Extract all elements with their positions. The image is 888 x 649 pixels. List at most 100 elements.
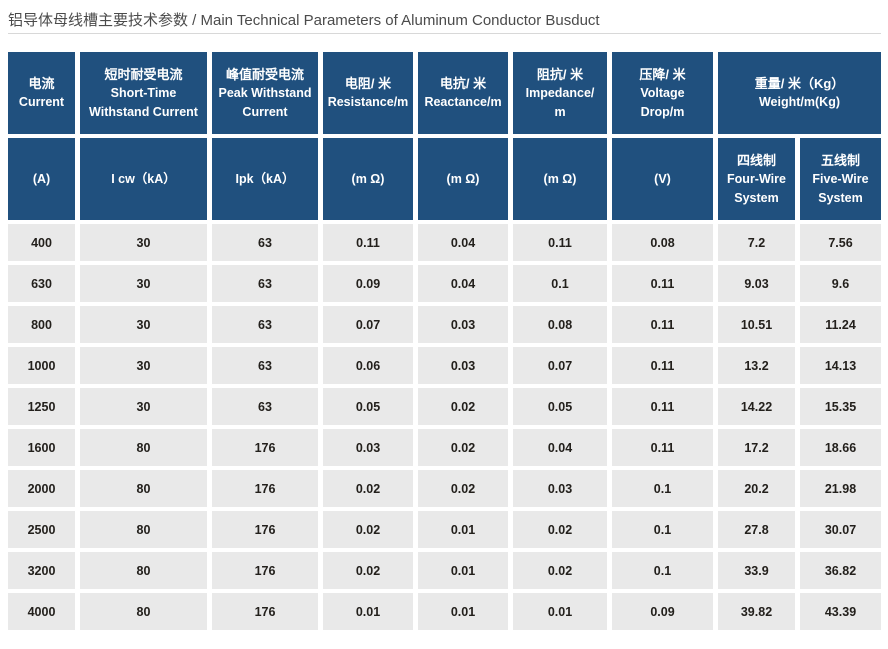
- data-cell: 27.8: [718, 511, 795, 548]
- data-cell: 0.02: [418, 429, 508, 466]
- data-cell: 0.11: [612, 265, 713, 302]
- data-cell: 63: [212, 347, 318, 384]
- header-line: Peak Withstand: [218, 86, 312, 100]
- data-cell: 0.02: [323, 552, 413, 589]
- data-cell: 14.22: [718, 388, 795, 425]
- header-line: Ipk（kA）: [235, 171, 295, 186]
- data-cell: 0.1: [612, 470, 713, 507]
- data-cell: 3200: [8, 552, 75, 589]
- data-cell: 630: [8, 265, 75, 302]
- data-cell: 7.56: [800, 224, 881, 261]
- data-cell: 30: [80, 347, 207, 384]
- data-cell: 80: [80, 470, 207, 507]
- header-line: (A): [32, 171, 51, 186]
- unit-cell: 四线制 Four-Wire System: [718, 138, 795, 220]
- data-cell: 63: [212, 388, 318, 425]
- data-cell: 2000: [8, 470, 75, 507]
- data-cell: 1250: [8, 388, 75, 425]
- header-line: (m Ω): [446, 171, 480, 186]
- header-line: Voltage: [640, 86, 685, 100]
- data-cell: 2500: [8, 511, 75, 548]
- data-cell: 13.2: [718, 347, 795, 384]
- data-cell: 0.01: [418, 511, 508, 548]
- data-cell: 0.03: [513, 470, 607, 507]
- header-line: 短时耐受电流: [104, 66, 183, 82]
- header-line: Drop/m: [640, 104, 685, 119]
- header-line: 五线制: [820, 152, 860, 168]
- header-line: System: [734, 190, 779, 205]
- header-line: 电抗/ 米: [439, 75, 487, 91]
- unit-cell: (A): [8, 138, 75, 220]
- data-cell: 0.02: [513, 552, 607, 589]
- data-cell: 0.06: [323, 347, 413, 384]
- data-cell: 0.1: [612, 511, 713, 548]
- data-cell: 0.09: [612, 593, 713, 630]
- data-cell: 800: [8, 306, 75, 343]
- unit-cell: 五线制 Five-Wire System: [800, 138, 881, 220]
- header-cell: 电阻/ 米 Resistance/m: [323, 52, 413, 134]
- data-cell: 80: [80, 552, 207, 589]
- data-cell: 1600: [8, 429, 75, 466]
- data-cell: 0.01: [418, 593, 508, 630]
- data-cell: 30: [80, 224, 207, 261]
- data-cell: 7.2: [718, 224, 795, 261]
- data-cell: 0.05: [513, 388, 607, 425]
- header-line: Reactance/m: [424, 95, 502, 110]
- data-cell: 21.98: [800, 470, 881, 507]
- data-cell: 63: [212, 224, 318, 261]
- header-cell: 重量/ 米（Kg） Weight/m(Kg): [718, 52, 881, 134]
- data-cell: 36.82: [800, 552, 881, 589]
- header-line: System: [818, 190, 863, 205]
- unit-cell: (V): [612, 138, 713, 220]
- data-cell: 0.11: [323, 224, 413, 261]
- data-cell: 11.24: [800, 306, 881, 343]
- header-line: 重量/ 米（Kg）: [754, 75, 845, 91]
- header-cell: 压降/ 米 Voltage Drop/m: [612, 52, 713, 134]
- data-cell: 0.04: [418, 265, 508, 302]
- header-line: (m Ω): [351, 171, 385, 186]
- data-cell: 0.01: [323, 593, 413, 630]
- page-title: 铝导体母线槽主要技术参数 / Main Technical Parameters…: [8, 12, 600, 29]
- header-line: 峰值耐受电流: [225, 66, 304, 82]
- header-cell: 短时耐受电流 Short-Time Withstand Current: [80, 52, 207, 134]
- header-line: Short-Time: [110, 86, 177, 100]
- data-cell: 0.02: [418, 470, 508, 507]
- header-line: Impedance/: [525, 86, 595, 100]
- header-line: 压降/ 米: [639, 66, 686, 82]
- header-line: m: [554, 104, 566, 119]
- header-line: 四线制: [736, 152, 776, 168]
- data-cell: 20.2: [718, 470, 795, 507]
- data-cell: 0.02: [323, 470, 413, 507]
- data-cell: 176: [212, 511, 318, 548]
- data-cell: 9.03: [718, 265, 795, 302]
- header-line: I cw（kA）: [111, 171, 176, 186]
- header-cell: 峰值耐受电流 Peak Withstand Current: [212, 52, 318, 134]
- header-line: 电流: [28, 75, 55, 91]
- data-cell: 0.03: [418, 306, 508, 343]
- header-cell: 阻抗/ 米 Impedance/m: [513, 52, 607, 134]
- data-cell: 176: [212, 429, 318, 466]
- data-cell: 176: [212, 470, 318, 507]
- data-cell: 0.11: [612, 347, 713, 384]
- header-line: Five-Wire: [812, 172, 869, 186]
- header-line: Resistance/m: [327, 95, 409, 110]
- data-cell: 63: [212, 306, 318, 343]
- data-cell: 0.01: [418, 552, 508, 589]
- parameters-table: 电流 Current 短时耐受电流 Short-Time Withstand Curre…: [8, 52, 881, 630]
- header-line: Weight/m(Kg): [758, 95, 840, 110]
- data-cell: 0.09: [323, 265, 413, 302]
- header-cell: 电流 Current: [8, 52, 75, 134]
- data-cell: 0.08: [513, 306, 607, 343]
- data-cell: 0.11: [612, 388, 713, 425]
- data-cell: 0.01: [513, 593, 607, 630]
- unit-cell: I cw（kA）: [80, 138, 207, 220]
- data-cell: 0.07: [323, 306, 413, 343]
- unit-cell: (m Ω): [418, 138, 508, 220]
- data-cell: 43.39: [800, 593, 881, 630]
- header-line: Current: [242, 104, 288, 119]
- data-cell: 14.13: [800, 347, 881, 384]
- data-cell: 0.02: [323, 511, 413, 548]
- header-cell: 电抗/ 米 Reactance/m: [418, 52, 508, 134]
- data-cell: 9.6: [800, 265, 881, 302]
